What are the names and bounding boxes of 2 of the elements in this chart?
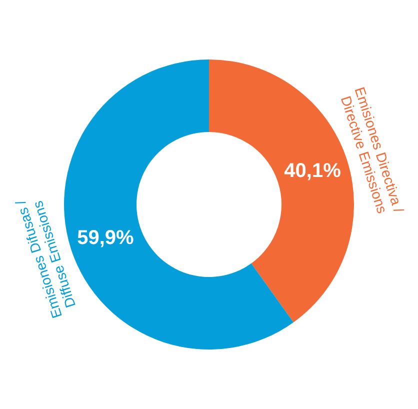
data-label: 59,9%: [77, 226, 134, 249]
data-label: 40,1%: [284, 160, 342, 182]
